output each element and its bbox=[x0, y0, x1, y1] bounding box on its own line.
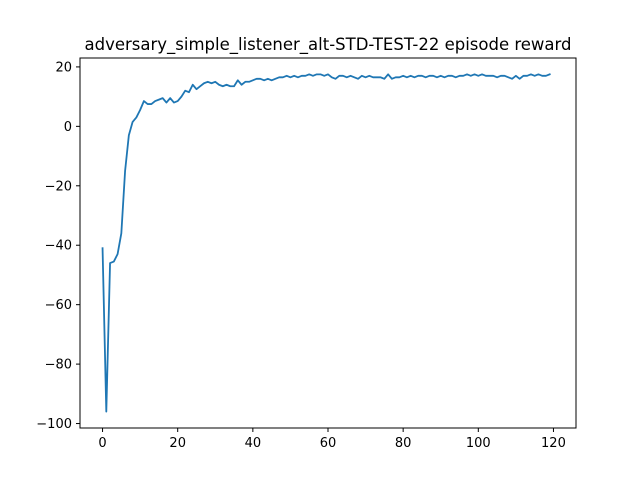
y-tick-label: −80 bbox=[45, 358, 72, 373]
x-tick-label: 100 bbox=[466, 436, 491, 451]
x-axis: 0 20 40 60 80 100 120 bbox=[98, 428, 566, 451]
y-tick-label: −20 bbox=[45, 179, 72, 194]
x-tick-label: 80 bbox=[395, 436, 412, 451]
series-line bbox=[101, 73, 551, 413]
y-tick-label: 0 bbox=[64, 120, 72, 135]
y-tick-label: −100 bbox=[36, 417, 72, 432]
y-tick-label: −60 bbox=[45, 298, 72, 313]
chart-title: adversary_simple_listener_alt-STD-TEST-2… bbox=[85, 35, 572, 55]
y-tick-label: −40 bbox=[45, 239, 72, 254]
plot-area bbox=[101, 73, 551, 413]
x-tick-label: 0 bbox=[98, 436, 106, 451]
x-tick-label: 60 bbox=[320, 436, 337, 451]
x-tick-label: 40 bbox=[245, 436, 262, 451]
y-axis: −100 −80 −60 −40 −20 0 20 bbox=[36, 60, 80, 432]
y-tick-label: 20 bbox=[55, 60, 72, 75]
x-tick-label: 120 bbox=[541, 436, 566, 451]
x-tick-label: 20 bbox=[169, 436, 186, 451]
